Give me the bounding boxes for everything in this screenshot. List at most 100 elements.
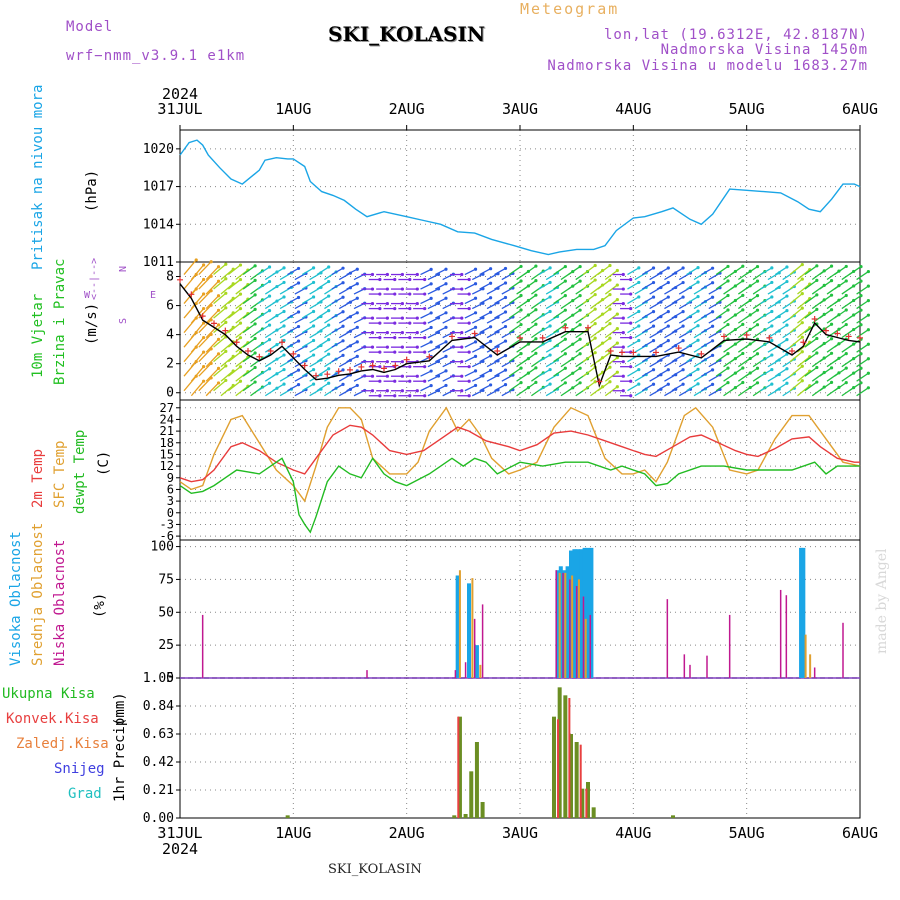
wind-arrow [435,370,447,377]
wind-arrow [656,325,669,334]
wind-arrow [848,324,862,334]
wind-arrow-head [519,351,523,356]
wind-arrow [198,362,212,377]
wind-arrow-head [385,331,389,335]
wind-arrow-head [681,310,685,314]
wind-arrow-head [770,266,774,270]
wind-arrow [553,324,566,334]
wind-arrow [479,355,491,363]
wind-arrow [272,369,285,377]
wind-arrow [508,353,522,363]
wind-gust-marker [267,347,274,354]
wind-arrow-head [755,352,760,356]
wind-arrow [686,296,699,305]
wind-arrow-head [710,353,715,357]
wind-arrow-head [726,366,730,370]
wind-arrow-head [444,369,448,373]
wind-arrow-head [253,293,257,297]
wind-arrow-head [444,267,448,271]
wind-arrow-head [563,323,567,327]
cloud-bar [473,618,476,678]
wind-arrow [797,327,811,339]
wind-arrow [301,310,314,319]
wind-arrow-head [378,379,382,383]
wind-arrow [538,383,551,392]
wind-arrow [597,294,611,305]
wind-arrow [420,297,432,305]
wind-arrow-head [710,382,715,386]
wind-arrow-head [578,381,582,385]
wind-arrow [656,296,669,305]
wind-arrow-head [785,265,789,269]
wind-arrow [545,359,558,368]
wind-arrow [287,340,299,348]
wind-arrow [656,311,669,319]
wind-arrow-head [710,324,715,328]
ytick-label: 0 [167,506,174,520]
wind-arrow-head [637,295,641,299]
wind-arrow-head [770,280,774,285]
wind-arrow [686,281,699,290]
wind-arrow-head [378,321,382,325]
wind-arrow-head [770,309,774,314]
wind-arrow [309,388,322,397]
model-value: wrf−nmm_v3.9.1 e1km [66,48,246,64]
wind-arrow-head [467,306,471,311]
wind-arrow-head [741,366,745,370]
wind-arrow [797,356,811,368]
xtick-label-top: 1AUG [275,100,311,118]
wind-arrow-head [415,287,419,291]
wind-gust-marker [279,339,285,346]
wind-arrow [427,375,439,382]
wind-arrow-head [194,258,198,262]
wind-arrow-head [370,316,375,320]
wind-arrow [309,315,322,324]
xtick-label-top: 6AUG [842,100,878,118]
wind-arrow [797,370,811,382]
wind-gust-marker [347,366,353,373]
wind-arrow-head [370,345,375,349]
wind-arrow-head [202,277,206,282]
wind-arrow-head [548,382,552,386]
wind-arrow-head [615,327,619,331]
wind-arrow [464,326,476,334]
wind-arrow-head [378,365,382,369]
wind-arrow [427,389,439,397]
cloud-bar [577,579,580,678]
wind-arrow-head [726,279,730,283]
wind-arrow-head [296,383,301,387]
wind-arrow-head [429,325,433,330]
cloud-bar [366,670,368,678]
wind-arrow [213,278,227,290]
wind-arrow [205,382,220,397]
wind-arrow [220,384,234,397]
wind-arrow [789,336,803,348]
wind-arrow-head [741,308,745,312]
page-title: SKI_KOLASIN [328,22,486,46]
wind-arrow [435,283,447,290]
wind-arrow [494,267,506,276]
wind-arrow [656,281,669,290]
wind-arrow-head [800,277,804,281]
wind-arrow [464,384,476,392]
wind-arrow [220,312,234,324]
wind-arrow-head [593,380,597,384]
xtick-label-bottom: 4AUG [615,824,651,842]
wind-arrow-head [423,350,427,354]
wind-arrow [715,309,729,319]
cloud-bar [471,578,474,678]
wind-arrow [553,295,566,305]
wind-arrow [856,285,869,295]
wind-gust-marker [596,378,603,385]
wind-arrow-head [311,338,316,343]
wind-arrow-head [615,356,619,360]
wind-arrow-head [519,264,523,269]
wind-arrow-head [866,386,870,390]
wind-gust-marker [800,339,807,346]
wind-arrow-head [408,306,412,311]
cloud-bar [569,579,571,678]
wind-arrow-head [710,295,715,299]
wind-arrow-head [519,366,523,370]
wind-arrow [604,371,618,382]
wind-arrow [427,302,439,310]
